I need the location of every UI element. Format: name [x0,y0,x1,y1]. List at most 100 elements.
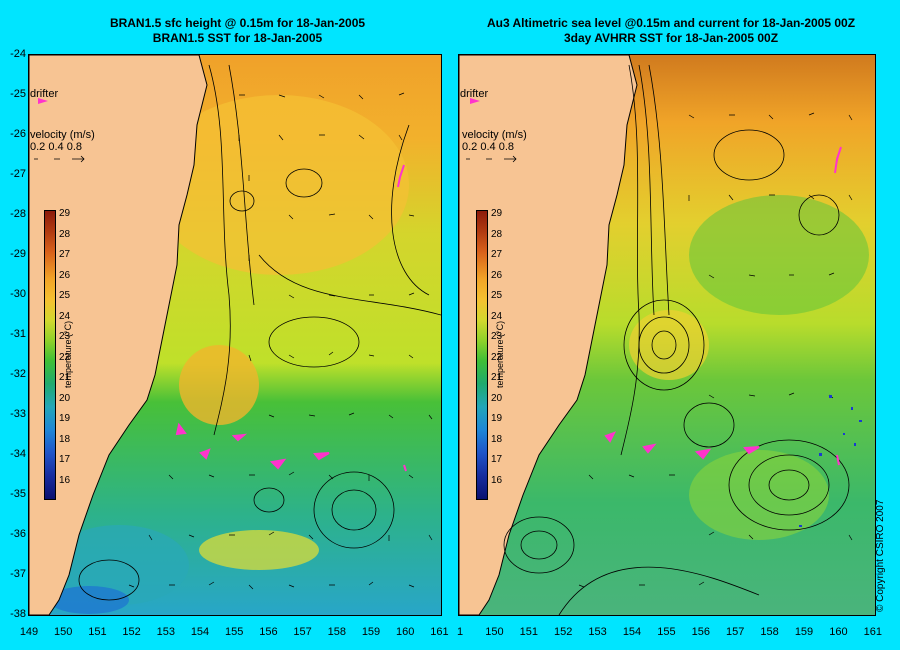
lat-tick: -32 [10,368,26,380]
left-panel-title: BRAN1.5 sfc height @ 0.15m for 18-Jan-20… [40,16,435,46]
green-patch-right [689,195,869,315]
lon-tick: 154 [190,626,210,638]
temperature-colorbar-left [44,210,56,500]
colorbar-tick: 19 [59,413,71,424]
warm-eddy-left [149,95,409,275]
colorbar-tick: 21 [59,372,71,383]
lon-tick: 155 [225,626,244,638]
lon-tick: 161 [863,626,882,638]
colorbar-tick: 21 [491,372,503,383]
velocity-values-left: 0.2 0.4 0.8 [30,141,82,153]
velocity-arrow-scale-left [34,155,85,163]
ssh-contours-right [503,64,850,615]
lon-tick: 158 [760,626,779,638]
copyright-notice: © Copyright CSIRO 2007 [875,499,886,612]
drifter-icon-left [38,98,48,104]
colorbar-tick: 27 [59,249,71,260]
colorbar-tick: 29 [59,208,71,219]
right-title-line2: 3day AVHRR SST for 18-Jan-2005 00Z [563,31,779,45]
lon-tick: 150 [54,626,73,638]
cold-patch-left [49,586,129,614]
velocity-arrows-right [578,112,853,588]
lat-tick: -34 [10,448,26,460]
colorbar-tick: 17 [59,454,71,465]
left-title-line1: BRAN1.5 sfc height @ 0.15m for 18-Jan-20… [109,16,366,30]
lon-tick: 154 [622,626,642,638]
lon-tick: 157 [726,626,745,638]
lat-tick: -24 [10,48,26,60]
lon-tick: 159 [794,626,814,638]
green-eddy-right [689,450,829,540]
drifter-tracks-right [604,146,842,466]
lat-tick: -27 [10,168,26,180]
temperature-colorbar-right [476,210,488,500]
right-map-panel [458,54,876,616]
right-panel-title: Au3 Altimetric sea level @0.15m and curr… [462,16,880,46]
colorbar-tick: 23 [491,331,503,342]
lat-tick: -25 [10,88,26,100]
lat-tick: -31 [10,328,26,340]
colorbar-tick: 24 [59,310,71,322]
coastline-land-left [29,55,208,615]
lon-tick: 157 [293,626,312,638]
velocity-label-right: velocity (m/s) [462,129,527,141]
lon-tick: 156 [259,626,278,638]
warm-tongue-left [179,345,259,425]
colorbar-tick: 23 [59,331,71,342]
lon-tick: 155 [657,626,676,638]
colorbar-tick: 25 [491,290,503,301]
drifter-label-right: drifter [460,88,489,100]
left-map-svg [29,55,441,615]
colorbar-tick: 16 [491,474,503,486]
velocity-label-left: velocity (m/s) [30,129,95,141]
colorbar-title-left: temperature (°C) [63,320,73,388]
lat-tick: -38 [10,608,26,620]
lon-tick: 160 [829,626,848,638]
velocity-values-right: 0.2 0.4 0.8 [462,141,514,153]
lon-tick: 150 [485,626,504,638]
lon-tick: 153 [588,626,607,638]
lon-tick: 152 [122,626,141,638]
lon-tick: 151 [519,626,538,638]
colorbar-tick: 22 [59,351,71,363]
lon-tick: 151 [88,626,107,638]
left-title-line2: BRAN1.5 SST for 18-Jan-2005 [152,31,323,45]
cool-pool-left [49,525,189,605]
colorbar-tick: 18 [59,433,71,445]
lat-tick: -37 [10,568,26,580]
drifter-legend-right: drifter [460,88,488,100]
colorbar-tick: 17 [491,454,503,465]
lon-tick: 159 [361,626,381,638]
ssh-contours-left [78,64,441,601]
colorbar-tick: 22 [491,351,503,363]
lat-tick: -26 [10,128,26,140]
colorbar-tick: 26 [491,269,503,281]
lon-tick: 149 [19,626,39,638]
lat-tick: -29 [10,248,26,260]
lon-tick: 156 [691,626,710,638]
lon-tick: 158 [327,626,346,638]
lon-tick: 153 [156,626,175,638]
left-map-panel [28,54,442,616]
colorbar-title-right: temperature (°C) [495,320,505,388]
lon-tick: 161 [430,626,449,638]
lon-tick: 1 [456,626,464,638]
velocity-arrow-scale-right [466,155,517,163]
colorbar-tick: 16 [59,474,71,486]
colorbar-tick: 24 [491,310,503,322]
lat-tick: -30 [10,288,26,300]
drifter-tracks-left [175,164,407,472]
colorbar-tick: 26 [59,269,71,281]
lon-tick: 160 [396,626,415,638]
right-map-svg [459,55,875,615]
colorbar-tick: 25 [59,290,71,301]
colorbar-tick: 28 [491,228,503,240]
lat-tick: -28 [10,208,26,220]
colorbar-tick: 19 [491,413,503,424]
colorbar-tick: 20 [59,392,71,404]
lat-tick: -33 [10,408,26,420]
colorbar-tick: 29 [491,208,503,219]
colorbar-tick: 27 [491,249,503,260]
velocity-arrows-left [128,92,433,590]
drifter-legend-left: drifter [30,88,58,100]
